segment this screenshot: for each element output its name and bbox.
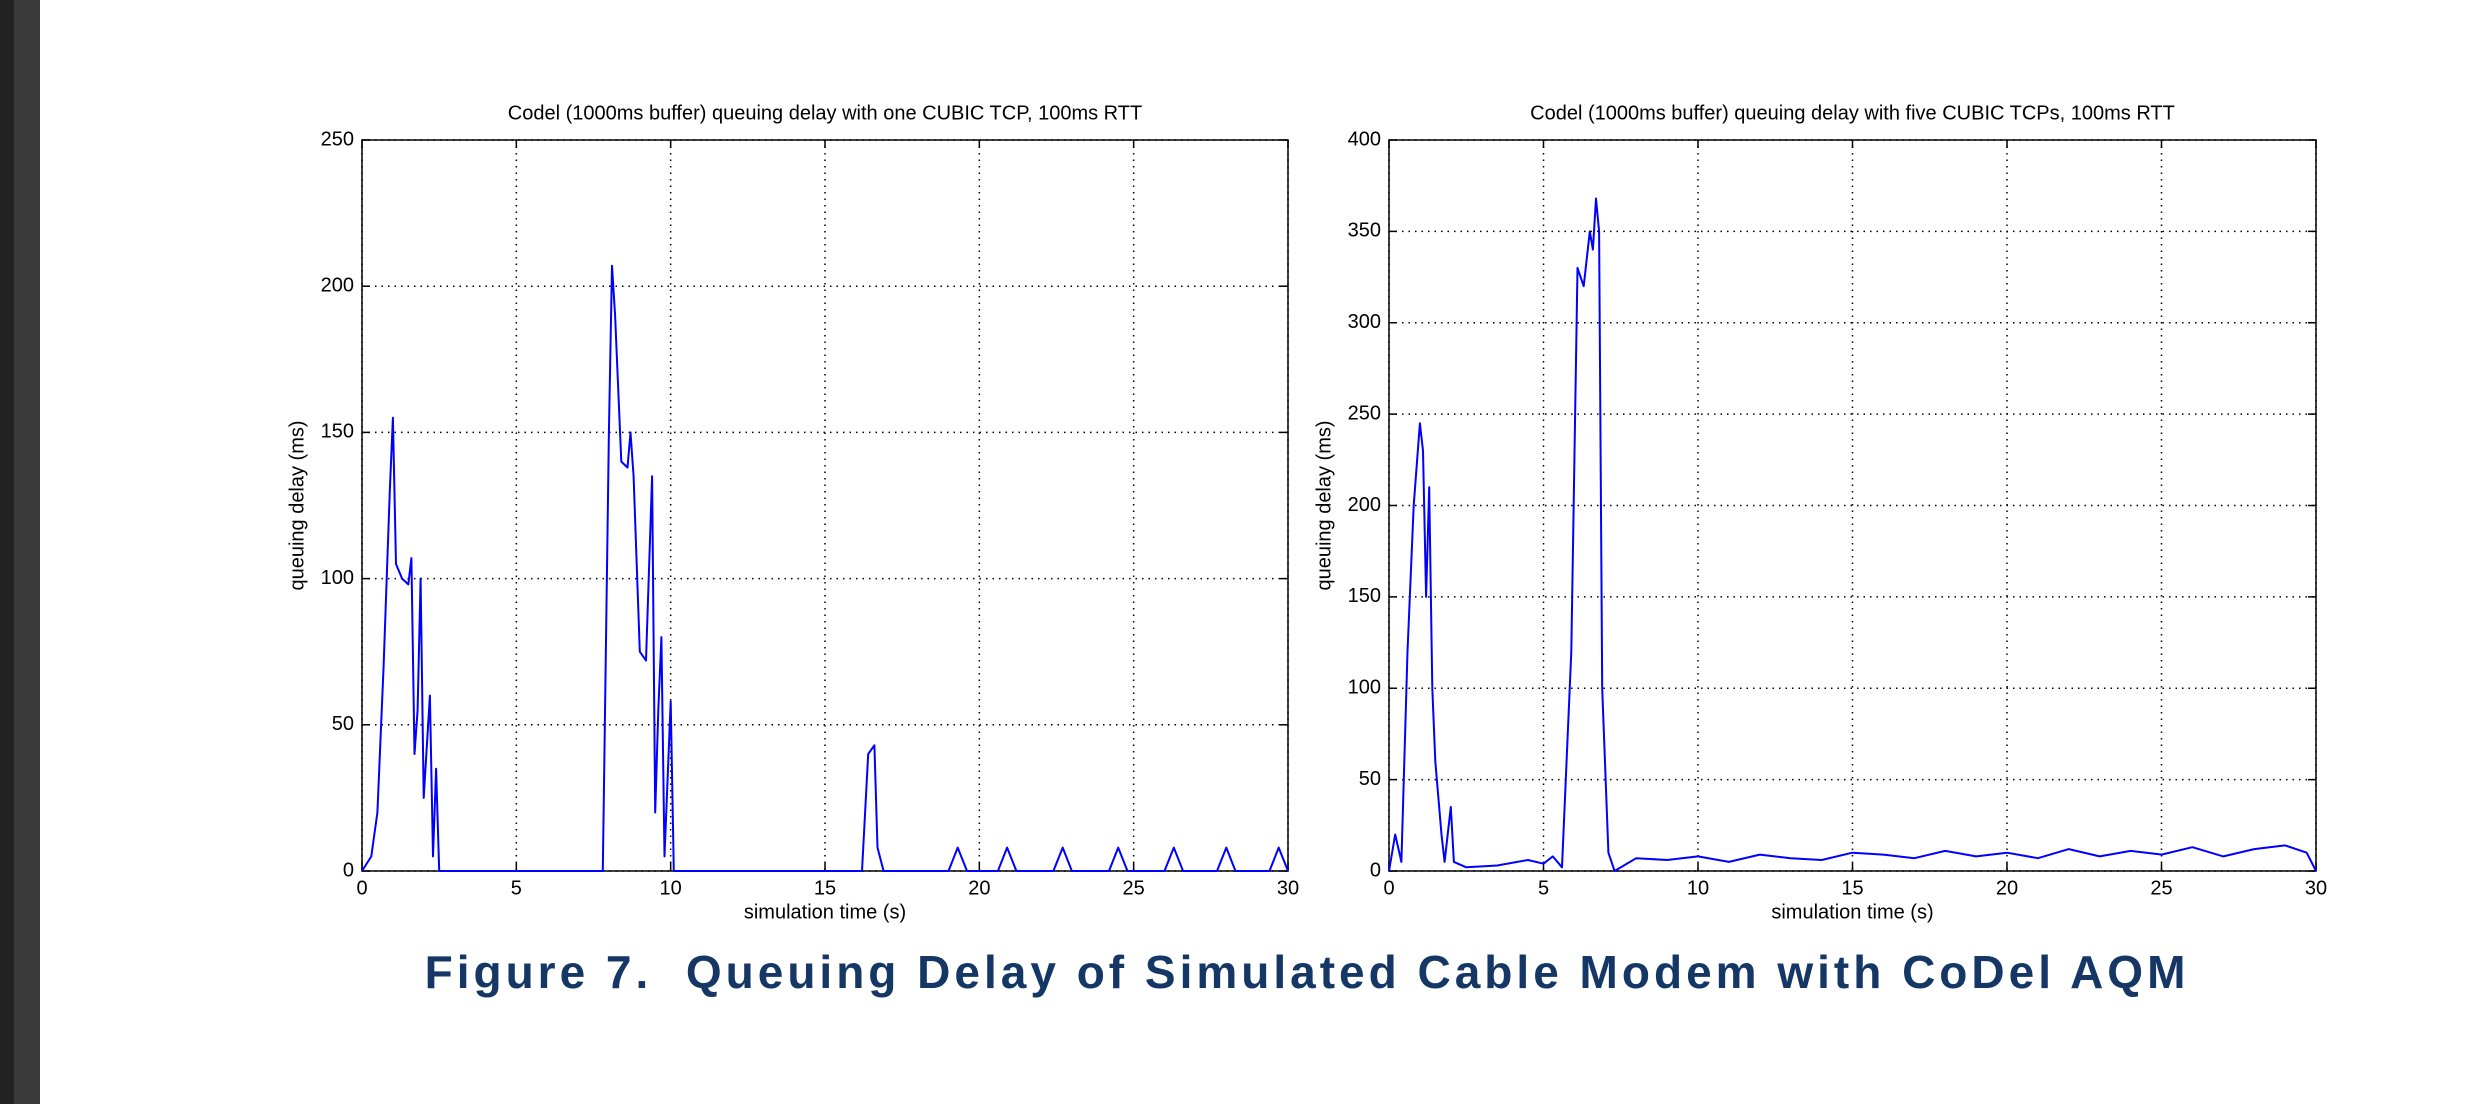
y-tick-label: 200: [321, 274, 354, 296]
x-tick-label: 5: [1538, 877, 1549, 899]
chart-title: Codel (1000ms buffer) queuing delay with…: [508, 102, 1142, 124]
x-tick-label: 0: [1383, 877, 1394, 899]
x-axis-label: simulation time (s): [1771, 901, 1933, 923]
y-tick-label: 150: [321, 421, 354, 443]
data-line: [361, 264, 1289, 872]
x-tick-label: 10: [1687, 877, 1709, 899]
x-tick-label: 10: [660, 877, 682, 899]
x-tick-label: 30: [1277, 877, 1299, 899]
x-tick-label: 20: [1996, 877, 2018, 899]
y-tick-label: 0: [1370, 859, 1381, 881]
x-tick-label: 15: [1841, 877, 1863, 899]
y-tick-label: 50: [332, 713, 354, 735]
x-tick-label: 25: [1123, 877, 1145, 899]
y-tick-label: 150: [1348, 585, 1381, 607]
x-tick-label: 30: [2305, 877, 2327, 899]
plot-frame: [1388, 139, 2317, 872]
y-tick-label: 350: [1348, 220, 1381, 242]
y-axis-label: queuing delay (ms): [286, 420, 308, 590]
side-bar-edge: [0, 0, 14, 1104]
figure-caption: Figure 7. Queuing Delay of Simulated Cab…: [425, 946, 2190, 998]
x-tick-label: 25: [2150, 877, 2172, 899]
y-axis-label: queuing delay (ms): [1313, 420, 1335, 590]
y-tick-label: 0: [343, 859, 354, 881]
y-tick-label: 400: [1348, 128, 1381, 150]
y-tick-label: 50: [1359, 768, 1381, 790]
x-tick-label: 5: [511, 877, 522, 899]
y-tick-label: 250: [321, 128, 354, 150]
x-tick-label: 20: [968, 877, 990, 899]
y-tick-label: 200: [1348, 494, 1381, 516]
data-line: [1388, 197, 2317, 872]
y-tick-label: 100: [321, 567, 354, 589]
x-tick-label: 0: [356, 877, 367, 899]
x-axis-label: simulation time (s): [744, 901, 906, 923]
y-tick-label: 100: [1348, 677, 1381, 699]
y-tick-label: 250: [1348, 402, 1381, 424]
y-tick-label: 300: [1348, 311, 1381, 333]
x-tick-label: 15: [814, 877, 836, 899]
chart-title: Codel (1000ms buffer) queuing delay with…: [1530, 102, 2175, 124]
